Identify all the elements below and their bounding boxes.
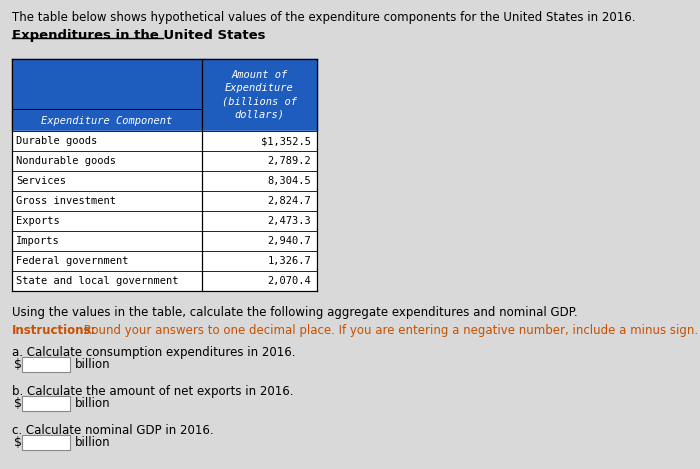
Text: Federal government: Federal government: [16, 256, 129, 266]
Text: 1,326.7: 1,326.7: [267, 256, 311, 266]
Text: Using the values in the table, calculate the following aggregate expenditures an: Using the values in the table, calculate…: [12, 306, 577, 319]
Text: billion: billion: [75, 436, 111, 448]
Text: 8,304.5: 8,304.5: [267, 176, 311, 186]
Text: $: $: [14, 396, 22, 409]
Bar: [12, 131, 317, 151]
Text: Instructions:: Instructions:: [12, 324, 97, 337]
Text: Imports: Imports: [16, 236, 60, 246]
Bar: [12, 191, 317, 211]
FancyBboxPatch shape: [22, 357, 70, 372]
Bar: [12, 231, 317, 251]
Text: a. Calculate consumption expenditures in 2016.: a. Calculate consumption expenditures in…: [12, 346, 295, 359]
Bar: [12, 251, 317, 271]
Bar: [12, 271, 317, 291]
Text: $: $: [14, 357, 22, 371]
Text: 2,070.4: 2,070.4: [267, 276, 311, 286]
Text: Expenditure Component: Expenditure Component: [41, 116, 173, 126]
Text: Services: Services: [16, 176, 66, 186]
Text: Nondurable goods: Nondurable goods: [16, 156, 116, 166]
Text: $: $: [14, 436, 22, 448]
Text: billion: billion: [75, 357, 111, 371]
Bar: [12, 171, 317, 191]
Text: Amount of
Expenditure
(billions of
dollars): Amount of Expenditure (billions of dolla…: [222, 70, 297, 120]
Text: 2,940.7: 2,940.7: [267, 236, 311, 246]
Text: Expenditures in the United States: Expenditures in the United States: [12, 29, 265, 42]
FancyBboxPatch shape: [22, 396, 70, 411]
Text: Exports: Exports: [16, 216, 60, 226]
Text: $1,352.5: $1,352.5: [261, 136, 311, 146]
Text: 2,789.2: 2,789.2: [267, 156, 311, 166]
Text: Round your answers to one decimal place. If you are entering a negative number, : Round your answers to one decimal place.…: [80, 324, 698, 337]
Bar: [12, 59, 317, 131]
Text: Gross investment: Gross investment: [16, 196, 116, 206]
Text: b. Calculate the amount of net exports in 2016.: b. Calculate the amount of net exports i…: [12, 385, 293, 398]
Bar: [12, 151, 317, 171]
Text: 2,824.7: 2,824.7: [267, 196, 311, 206]
Text: Durable goods: Durable goods: [16, 136, 97, 146]
Text: c. Calculate nominal GDP in 2016.: c. Calculate nominal GDP in 2016.: [12, 424, 214, 437]
Text: 2,473.3: 2,473.3: [267, 216, 311, 226]
Text: billion: billion: [75, 396, 111, 409]
Text: State and local government: State and local government: [16, 276, 178, 286]
Text: The table below shows hypothetical values of the expenditure components for the : The table below shows hypothetical value…: [12, 11, 636, 24]
FancyBboxPatch shape: [22, 435, 70, 450]
Bar: [12, 211, 317, 231]
